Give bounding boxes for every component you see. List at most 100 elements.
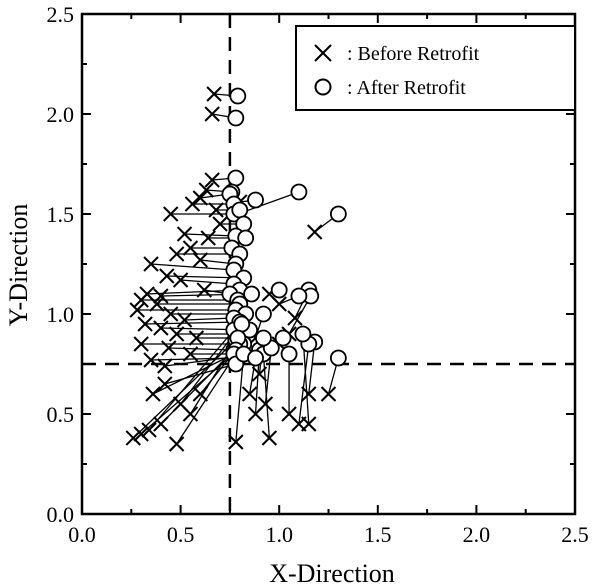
x-tick-label: 0.0 xyxy=(68,522,96,547)
before-retrofit-point xyxy=(184,196,201,212)
after-retrofit-point xyxy=(329,349,347,367)
retrofit-connector xyxy=(152,353,235,395)
legend: : Before Retrofit : After Retrofit xyxy=(295,25,576,111)
before-retrofit-point xyxy=(281,406,297,422)
data-markers xyxy=(125,86,347,452)
after-retrofit-point xyxy=(255,329,272,347)
before-retrofit-point xyxy=(301,386,317,402)
before-retrofit-point xyxy=(172,272,189,288)
y-tick-label: 0.5 xyxy=(47,402,75,427)
legend-before-label: : Before Retrofit xyxy=(347,43,480,65)
before-retrofit-point xyxy=(192,190,209,206)
before-retrofit-point xyxy=(320,386,337,402)
before-retrofit-point xyxy=(141,422,157,438)
y-tick-label: 0.0 xyxy=(47,502,75,527)
legend-box xyxy=(295,25,576,111)
retrofit-connector xyxy=(145,321,240,325)
before-retrofit-point xyxy=(133,292,149,308)
after-retrofit-point xyxy=(290,183,308,201)
retrofit-connector xyxy=(168,347,234,351)
after-retrofit-point xyxy=(227,109,245,127)
before-retrofit-point xyxy=(206,86,222,102)
after-retrofit-point xyxy=(237,229,255,247)
after-retrofit-point xyxy=(227,169,245,187)
x-tick-label: 1.0 xyxy=(265,522,293,547)
before-retrofit-point xyxy=(153,320,169,336)
after-retrofit-point xyxy=(243,285,260,303)
before-retrofit-point xyxy=(196,282,212,298)
x-tick-label: 2.0 xyxy=(463,522,491,547)
before-retrofit-point xyxy=(192,386,209,402)
retrofit-connector xyxy=(164,363,236,385)
before-retrofit-point xyxy=(153,288,169,304)
before-retrofit-point xyxy=(204,172,220,188)
retrofit-connector xyxy=(148,329,235,431)
y-tick-label: 2.5 xyxy=(47,2,75,27)
before-retrofit-point xyxy=(143,256,159,272)
after-retrofit-point xyxy=(247,191,264,209)
before-retrofit-point xyxy=(208,202,224,218)
after-retrofit-point xyxy=(274,329,292,347)
before-retrofit-point xyxy=(204,106,220,122)
before-retrofit-point xyxy=(133,336,149,352)
legend-before-x-icon xyxy=(314,44,332,62)
before-retrofit-point xyxy=(287,310,303,326)
after-retrofit-point xyxy=(329,205,347,223)
legend-after-circle-icon xyxy=(314,78,332,96)
y-tick-label: 2.0 xyxy=(47,102,75,127)
legend-after-label: : After Retrofit xyxy=(347,77,466,99)
y-tick-label: 1.0 xyxy=(47,302,75,327)
before-retrofit-point xyxy=(261,430,278,446)
before-retrofit-point xyxy=(159,268,175,284)
after-retrofit-point xyxy=(229,87,247,105)
before-retrofit-point xyxy=(125,430,141,446)
before-retrofit-point xyxy=(228,434,244,450)
after-retrofit-point xyxy=(255,305,272,323)
before-retrofit-point xyxy=(153,416,169,432)
after-retrofit-point xyxy=(247,349,264,367)
retrofit-connector xyxy=(150,263,234,271)
x-tick-label: 2.5 xyxy=(561,522,589,547)
before-retrofit-point xyxy=(306,224,323,240)
before-retrofit-point xyxy=(143,352,159,368)
y-axis-title: Y-Direction xyxy=(4,204,33,327)
after-retrofit-point xyxy=(294,325,312,343)
after-retrofit-point xyxy=(231,201,249,219)
before-retrofit-point xyxy=(168,326,185,342)
before-retrofit-point xyxy=(241,386,258,402)
before-retrofit-point xyxy=(157,376,173,392)
x-tick-label: 0.5 xyxy=(167,522,195,547)
before-retrofit-point xyxy=(212,216,228,232)
after-retrofit-point xyxy=(280,345,298,363)
before-retrofit-point xyxy=(145,386,161,402)
before-retrofit-point xyxy=(182,406,199,422)
before-retrofit-point xyxy=(200,230,216,246)
before-retrofit-point xyxy=(163,306,179,322)
before-retrofit-point xyxy=(182,240,199,256)
before-retrofit-point xyxy=(176,312,193,328)
after-retrofit-point xyxy=(270,281,288,299)
before-retrofit-point xyxy=(129,302,145,318)
before-retrofit-point xyxy=(133,426,149,442)
before-retrofit-point xyxy=(301,416,317,432)
after-retrofit-point xyxy=(233,315,251,333)
before-retrofit-point xyxy=(188,330,205,346)
after-retrofit-point xyxy=(290,287,308,305)
before-retrofit-point xyxy=(198,182,214,198)
y-tick-label: 1.5 xyxy=(47,202,75,227)
retrofit-connector xyxy=(298,343,310,425)
before-retrofit-point xyxy=(192,252,209,268)
before-retrofit-point xyxy=(251,366,268,382)
before-retrofit-point xyxy=(176,226,193,242)
before-retrofit-point xyxy=(137,316,153,332)
retrofit-connector xyxy=(180,279,234,285)
before-retrofit-point xyxy=(168,436,185,452)
before-retrofit-point xyxy=(163,206,179,222)
before-retrofit-point xyxy=(257,396,274,412)
x-tick-label: 1.5 xyxy=(364,522,392,547)
before-retrofit-point xyxy=(149,296,165,312)
before-retrofit-point xyxy=(157,358,173,374)
before-retrofit-point xyxy=(168,246,185,262)
before-retrofit-point xyxy=(161,340,177,356)
